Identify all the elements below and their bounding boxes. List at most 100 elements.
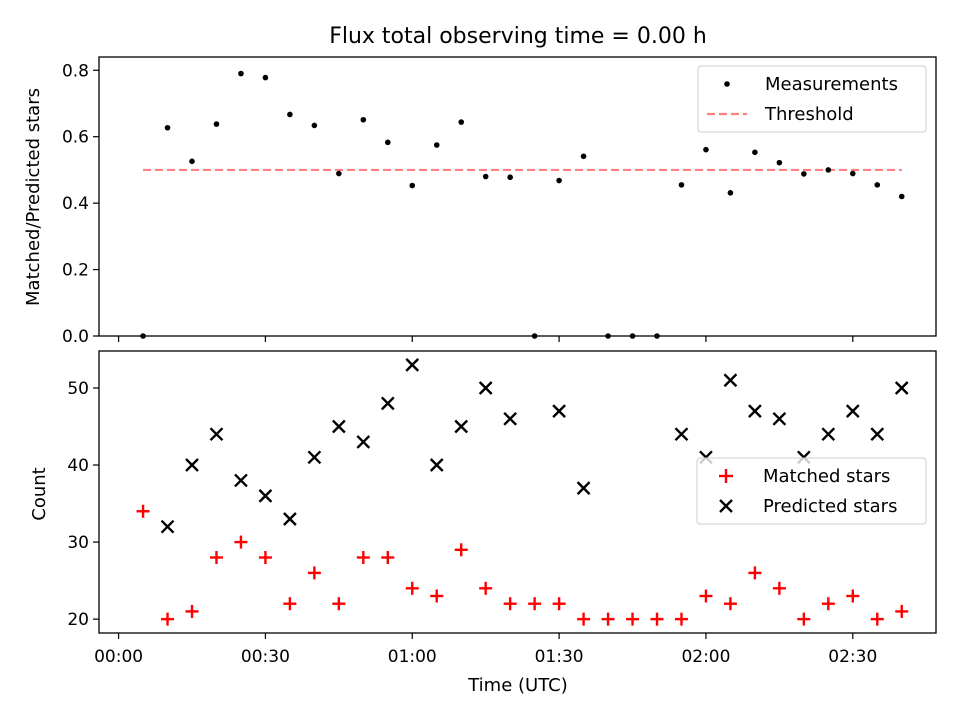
predicted-star-point [185,458,199,472]
bottom-y-tick-label: 20 [67,610,89,630]
top-y-axis-label: Matched/Predicted stars [23,88,44,306]
top-legend: Measurements Threshold [697,65,927,133]
predicted-star-point [454,419,469,434]
measurement-point [213,121,220,127]
top-y-tick-label: 0.6 [62,128,89,148]
measurement-point [507,174,513,181]
measurement-point [849,170,856,177]
measurement-point [482,173,489,180]
matched-star-point [528,597,542,611]
predicted-star-point [576,481,591,495]
legend-matched-marker [719,469,733,483]
top-plot-frame [98,56,937,337]
x-tick-label: 02:30 [828,647,877,667]
measurement-point [580,153,587,160]
predicted-star-point [845,404,860,418]
bottom-y-tick-label: 50 [67,379,89,399]
predicted-star-point [894,381,909,395]
matched-star-point [699,589,713,603]
matched-star-point [601,612,615,626]
measurement-point [703,146,709,153]
predicted-star-point [258,489,273,503]
predicted-star-point [772,411,787,426]
matched-star-point [503,597,517,611]
x-tick-label: 01:00 [388,647,437,667]
measurement-point [336,170,342,177]
bottom-plot-frame [98,350,937,634]
measurement-point [898,193,905,200]
predicted-star-point [723,373,738,388]
legend-measurements-marker [724,81,730,87]
predicted-star-point [234,473,248,488]
predicted-star-point [209,427,224,442]
x-axis-label: Time (UTC) [467,675,568,696]
top-y-tick-label: 0.8 [62,61,89,81]
legend-matched-label: Matched stars [763,466,890,487]
matched-star-point [870,612,884,626]
matched-star-point [723,597,737,611]
measurement-point [776,159,783,166]
measurement-point [727,190,734,196]
x-tick-label: 02:00 [681,647,730,667]
matched-star-point [552,597,566,611]
legend-predicted-label: Predicted stars [763,496,897,517]
bottom-y-tick-label: 40 [67,456,89,476]
measurement-point [287,111,293,118]
measurement-point [409,182,416,189]
measurement-point [433,142,440,148]
matched-star-point [650,612,664,626]
x-tick-label: 01:30 [535,647,584,667]
matched-star-point [283,597,297,611]
predicted-star-point [405,358,420,372]
measurement-point [311,122,318,129]
legend-predicted-marker [719,499,733,513]
matched-star-point [821,597,835,611]
measurement-point [556,177,562,184]
bottom-legend-box [696,457,927,525]
measurement-point [801,171,807,177]
matched-star-point [674,612,688,626]
bottom-panel: 20 30 40 50 00:00 00:30 01:00 01:30 02:00 02:30 C… [29,350,937,696]
top-y-tick-label: 0.2 [62,261,89,281]
matched-star-point [332,597,346,611]
predicted-star-point [160,519,175,534]
predicted-star-point [380,396,395,411]
predicted-star-point [674,427,689,442]
matched-star-point [479,581,493,595]
matched-star-point [748,566,762,580]
matched-star-point [185,604,199,618]
matched-star-point [430,589,444,603]
predicted-star-point [552,404,566,418]
matched-star-point [895,604,909,618]
matched-star-point [234,535,248,549]
matched-star-point [161,612,175,626]
matched-star-point [356,550,370,564]
predicted-star-point [429,458,444,472]
measurement-point [189,158,195,165]
predicted-star-point [331,419,346,434]
bottom-legend: Matched stars Predicted stars [696,457,927,525]
measurement-point [262,74,269,81]
predicted-star-point [870,427,885,442]
bottom-y-tick-label: 30 [67,533,89,553]
matched-star-point [136,504,150,518]
predicted-star-point [821,427,836,442]
top-legend-box [697,65,927,133]
measurement-point [458,119,465,125]
top-y-tick-label: 0.4 [62,194,89,214]
matched-star-point [772,581,786,595]
matched-star-point [577,612,591,626]
bottom-y-axis-label: Count [29,467,50,520]
predicted-star-point [748,404,762,418]
matched-star-point [258,550,272,564]
top-y-tick-label: 0.0 [62,327,89,347]
matched-star-point [381,550,395,564]
legend-threshold-label: Threshold [764,104,854,125]
matched-star-point [405,581,419,595]
measurement-point [678,182,685,188]
predicted-star-point [283,512,297,526]
measurement-point [384,139,391,146]
chart-title: Flux total observing time = 0.00 h [329,24,707,49]
predicted-star-point [356,435,371,449]
